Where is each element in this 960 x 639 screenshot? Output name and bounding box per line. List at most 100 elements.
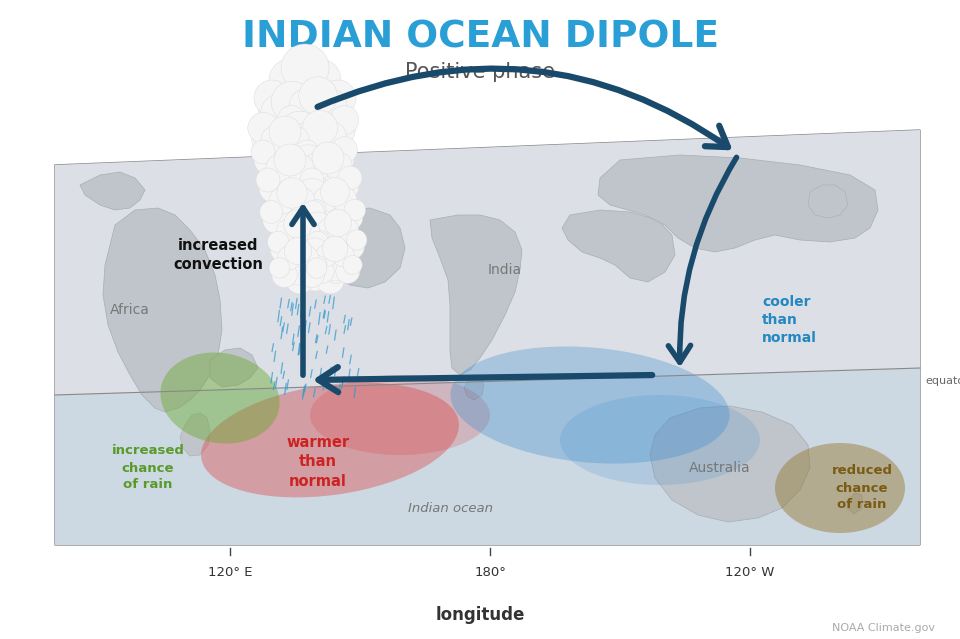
Circle shape	[316, 121, 347, 152]
Circle shape	[267, 174, 296, 203]
Circle shape	[289, 89, 323, 123]
Circle shape	[298, 228, 338, 268]
Polygon shape	[562, 210, 675, 282]
Circle shape	[277, 105, 306, 134]
Circle shape	[324, 210, 351, 236]
Circle shape	[321, 178, 349, 206]
Circle shape	[298, 128, 342, 172]
Circle shape	[301, 201, 324, 224]
Circle shape	[320, 174, 348, 203]
Circle shape	[299, 236, 325, 263]
Polygon shape	[808, 185, 848, 218]
Circle shape	[258, 88, 303, 132]
Polygon shape	[430, 215, 522, 375]
Text: 120° W: 120° W	[726, 566, 775, 579]
Circle shape	[313, 89, 347, 123]
Ellipse shape	[560, 395, 760, 485]
Circle shape	[299, 77, 337, 115]
Polygon shape	[464, 375, 484, 400]
Circle shape	[272, 262, 298, 288]
Circle shape	[248, 112, 279, 144]
Circle shape	[254, 80, 290, 116]
Circle shape	[302, 111, 338, 146]
Text: increased
convection: increased convection	[173, 238, 263, 272]
Polygon shape	[180, 413, 210, 456]
Text: India: India	[488, 263, 522, 277]
Circle shape	[332, 244, 354, 266]
Circle shape	[302, 212, 334, 244]
Circle shape	[254, 145, 284, 175]
Text: INDIAN OCEAN DIPOLE: INDIAN OCEAN DIPOLE	[242, 20, 718, 56]
Polygon shape	[847, 493, 862, 514]
Circle shape	[273, 193, 311, 231]
Circle shape	[261, 94, 298, 130]
Circle shape	[305, 112, 336, 144]
Circle shape	[287, 241, 317, 271]
Circle shape	[294, 222, 322, 250]
Circle shape	[269, 187, 296, 214]
Circle shape	[331, 187, 356, 212]
Text: 180°: 180°	[474, 566, 506, 579]
Ellipse shape	[201, 383, 459, 497]
Circle shape	[343, 256, 362, 275]
Circle shape	[288, 187, 315, 214]
Circle shape	[307, 204, 334, 231]
Text: Positive phase: Positive phase	[405, 62, 555, 82]
Circle shape	[323, 205, 349, 231]
Circle shape	[294, 166, 318, 190]
Circle shape	[269, 59, 311, 101]
Circle shape	[281, 251, 315, 285]
Circle shape	[319, 241, 349, 271]
Circle shape	[289, 145, 327, 183]
Circle shape	[283, 210, 312, 238]
Circle shape	[286, 142, 319, 175]
Circle shape	[297, 171, 327, 201]
Circle shape	[277, 246, 301, 270]
Circle shape	[295, 246, 319, 270]
Circle shape	[275, 68, 335, 128]
Circle shape	[255, 142, 287, 174]
Circle shape	[260, 149, 299, 188]
Circle shape	[324, 261, 348, 284]
Circle shape	[338, 166, 362, 190]
Text: equator: equator	[925, 376, 960, 387]
Text: reduced
chance
of rain: reduced chance of rain	[831, 465, 893, 511]
Circle shape	[282, 137, 309, 163]
Circle shape	[309, 180, 346, 215]
Ellipse shape	[775, 443, 905, 533]
Text: Africa: Africa	[110, 303, 150, 317]
Circle shape	[321, 142, 354, 175]
Polygon shape	[55, 130, 920, 545]
Circle shape	[266, 102, 318, 154]
Circle shape	[269, 116, 301, 148]
Circle shape	[281, 126, 309, 154]
Circle shape	[260, 201, 282, 224]
Circle shape	[295, 124, 331, 160]
Circle shape	[276, 178, 307, 208]
Circle shape	[275, 205, 301, 231]
Ellipse shape	[310, 375, 490, 455]
Circle shape	[292, 247, 319, 274]
Circle shape	[329, 171, 359, 201]
Text: Australia: Australia	[689, 461, 751, 475]
Polygon shape	[650, 406, 810, 522]
Text: longitude: longitude	[435, 606, 525, 624]
Text: NOAA Climate.gov: NOAA Climate.gov	[832, 623, 935, 633]
Circle shape	[285, 265, 314, 294]
Circle shape	[319, 249, 351, 281]
Circle shape	[269, 258, 290, 278]
Circle shape	[291, 173, 321, 203]
Circle shape	[339, 234, 365, 259]
Circle shape	[321, 223, 355, 257]
Polygon shape	[55, 368, 920, 545]
Circle shape	[308, 256, 327, 275]
Circle shape	[318, 218, 342, 242]
Text: Indian ocean: Indian ocean	[407, 502, 492, 514]
Circle shape	[317, 192, 353, 228]
Circle shape	[336, 204, 363, 231]
Circle shape	[309, 230, 329, 250]
Text: cooler
than
normal: cooler than normal	[762, 295, 817, 346]
Circle shape	[335, 218, 358, 242]
Circle shape	[284, 164, 332, 212]
Circle shape	[306, 88, 351, 132]
